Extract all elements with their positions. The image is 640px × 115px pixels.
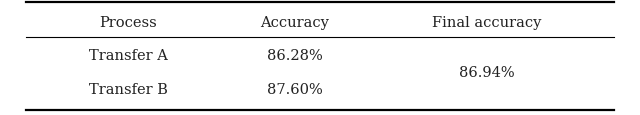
Text: Final accuracy: Final accuracy xyxy=(432,16,541,30)
Text: Transfer B: Transfer B xyxy=(88,83,168,97)
Text: 86.28%: 86.28% xyxy=(266,48,323,62)
Text: Accuracy: Accuracy xyxy=(260,16,329,30)
Text: Transfer A: Transfer A xyxy=(88,48,168,62)
Text: 87.60%: 87.60% xyxy=(266,83,323,97)
Text: 86.94%: 86.94% xyxy=(459,66,514,79)
Text: Process: Process xyxy=(99,16,157,30)
